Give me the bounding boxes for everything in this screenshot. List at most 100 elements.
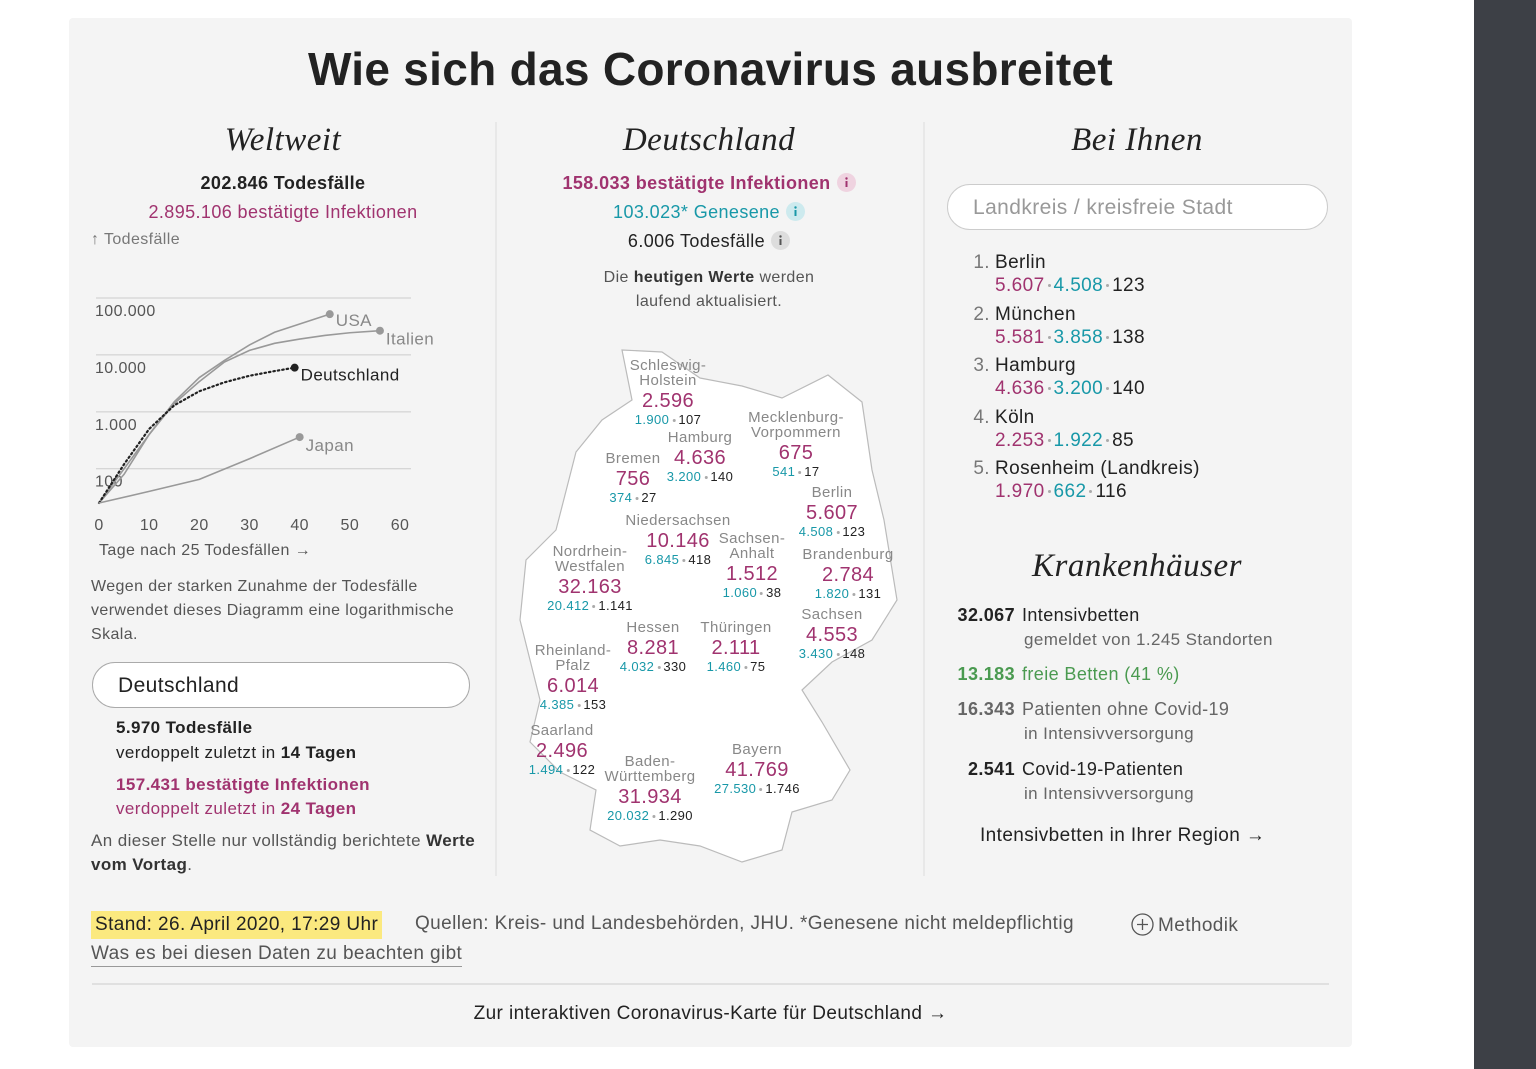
select-value[interactable]: Deutschland (118, 674, 240, 697)
state-detail: 3.200 140 (667, 469, 733, 485)
deaths: 418 (688, 552, 712, 567)
state-label: Hamburg 4.636 3.200 140 (667, 430, 733, 485)
country-select[interactable]: Deutschland (92, 662, 470, 708)
separator (635, 497, 639, 501)
heading: Deutschland (622, 122, 796, 158)
series-end (325, 310, 334, 319)
state-detail: 4.508 123 (799, 524, 865, 540)
deaths: 27 (641, 490, 657, 505)
state-infections: 10.146 (646, 530, 710, 552)
figures: 1.970 662 116 (995, 481, 1127, 503)
state-name: Hessen (626, 619, 680, 636)
separator (852, 593, 856, 597)
state-label: Bremen 756 374 27 (606, 451, 661, 506)
recovered: 1.900 (634, 412, 670, 427)
recovered: 4.508 (798, 524, 834, 539)
state-name: Brandenburg (802, 546, 894, 563)
deaths: 330 (663, 659, 687, 674)
text: Die (603, 269, 629, 286)
text: verdoppelt zuletzt in (116, 799, 276, 818)
region-link[interactable]: Intensivbetten in Ihrer Region → (980, 825, 1266, 846)
state-label: Schleswig- Holstein 2.596 1.900 107 (630, 358, 707, 428)
text: werden laufend aktualisiert. (635, 269, 815, 310)
state-label: Saarland 2.496 1.494 122 (529, 723, 595, 778)
map-link[interactable]: Zur interaktiven Coronavirus-Karte für D… (473, 1003, 948, 1024)
state-infections: 1.512 (725, 563, 779, 585)
method-link[interactable]: Methodik (1131, 913, 1238, 937)
figures: 5.607 4.508 123 (995, 275, 1145, 297)
heading: Weltweit (224, 122, 342, 158)
deaths: 123 (842, 524, 866, 539)
recovered: 4.032 (619, 659, 655, 674)
separator (798, 471, 802, 475)
state-name: Westfalen (554, 558, 626, 575)
doubling: verdoppelt zuletzt in 14 Tagen (116, 743, 356, 763)
series-label: USA (336, 311, 372, 330)
info-icon[interactable] (836, 173, 856, 192)
series-line (98, 436, 301, 504)
separator (652, 815, 656, 819)
series-end (295, 433, 304, 442)
state-detail: 27.530 1.746 (714, 781, 800, 797)
update-note: Die heutigen Werte werden laufend aktual… (574, 266, 844, 314)
x-axis-label: Tage nach 25 Todesfällen → (99, 542, 312, 559)
separator (1047, 284, 1051, 288)
rank: 2. (973, 303, 990, 325)
state-detail: 3.430 148 (799, 646, 865, 662)
state-infections: 8.281 (626, 637, 680, 659)
rank: 4. (973, 406, 990, 428)
state-name: Baden- (624, 753, 676, 770)
state-name: Vorpommern (751, 424, 841, 441)
state-detail: 4.032 330 (620, 659, 686, 675)
state-name: Schleswig- (629, 357, 707, 374)
stat-value: 16.343 (957, 699, 1015, 719)
separator (672, 419, 676, 423)
title: Wie sich das Coronavirus ausbreitet (307, 43, 1114, 95)
deaths: 140 (1112, 378, 1145, 399)
notes-link[interactable]: Was es bei diesen Daten zu beachten gibt (91, 943, 463, 967)
recovered: 3.200 (666, 469, 702, 484)
state-detail: 374 27 (606, 490, 661, 506)
state-detail: 6.845 418 (625, 552, 730, 568)
y-axis-label: ↑ Todesfälle (91, 231, 181, 248)
state-label: Thüringen 2.111 1.460 75 (700, 620, 771, 675)
x-tick-label: 30 (240, 517, 259, 534)
series-label: Deutschland (301, 366, 400, 385)
info-icon[interactable] (785, 202, 805, 221)
series-end (375, 326, 384, 335)
placeholder[interactable]: Landkreis / kreisfreie Stadt (973, 196, 1233, 219)
germany-outline (519, 349, 898, 863)
series-label: Japan (306, 436, 354, 455)
deaths: 1.746 (765, 781, 800, 796)
state-name: Sachsen (801, 606, 863, 623)
text[interactable]: Methodik (1158, 915, 1239, 936)
search-input[interactable]: Landkreis / kreisfreie Stadt (947, 184, 1328, 230)
infections: 1.970 (995, 481, 1045, 502)
name: Rosenheim (Landkreis) (995, 458, 1200, 479)
separator (1047, 335, 1051, 339)
state-infections: 675 (778, 442, 814, 464)
separator (704, 476, 708, 480)
country-infections: 157.431 bestätigte Infektionen (116, 775, 370, 794)
state-label: Berlin 5.607 4.508 123 (799, 485, 865, 540)
separator (760, 592, 764, 596)
days: 24 Tagen (280, 799, 357, 818)
state-name: Sachsen- (718, 530, 786, 547)
state-detail: 1.494 122 (529, 762, 595, 778)
state-infections: 31.934 (618, 786, 682, 808)
state-label: Mecklenburg- Vorpommern 675 541 17 (748, 410, 844, 480)
deaths: 131 (858, 586, 882, 601)
series-end (290, 363, 299, 372)
info-icon[interactable] (771, 231, 791, 250)
plus-icon[interactable] (1131, 913, 1154, 936)
deaths: 17 (804, 464, 820, 479)
de-infections: 158.033 bestätigte Infektionen (509, 173, 909, 194)
state-label: Baden- Württemberg 31.934 20.032 1.290 (604, 754, 695, 824)
deaths: 116 (1095, 481, 1127, 502)
state-infections: 2.596 (641, 390, 695, 412)
x-tick-label: 60 (391, 517, 410, 534)
separator (1047, 387, 1051, 391)
end: . (187, 855, 193, 874)
stat-sub: in Intensivversorgung (1024, 784, 1194, 803)
